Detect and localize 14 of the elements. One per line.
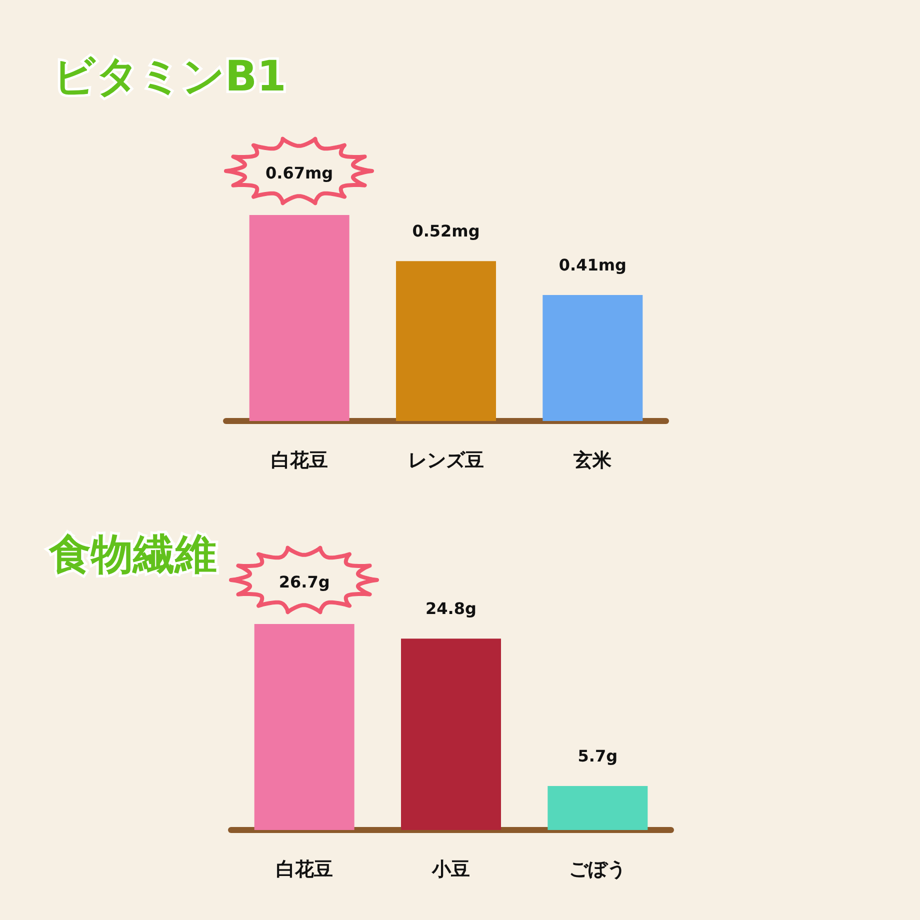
x-tick-label: 小豆 <box>431 858 470 880</box>
chart-title: 食物繊維 <box>48 530 217 578</box>
data-label: 0.67mg <box>266 164 334 182</box>
data-label: 0.41mg <box>558 255 626 274</box>
chart-title: ビタミンB1 <box>53 52 286 100</box>
x-tick-label: 白花豆 <box>270 450 328 472</box>
x-tick-label: ごぼう <box>569 858 626 880</box>
data-label: 0.52mg <box>412 222 480 241</box>
x-tick-label: 玄米 <box>572 450 613 472</box>
data-label: 5.7g <box>578 746 618 766</box>
x-tick-label: レンズ豆 <box>408 450 484 472</box>
data-label: 26.7g <box>278 572 330 592</box>
data-label: 24.8g <box>426 599 476 618</box>
x-tick-label: 白花豆 <box>276 858 333 880</box>
